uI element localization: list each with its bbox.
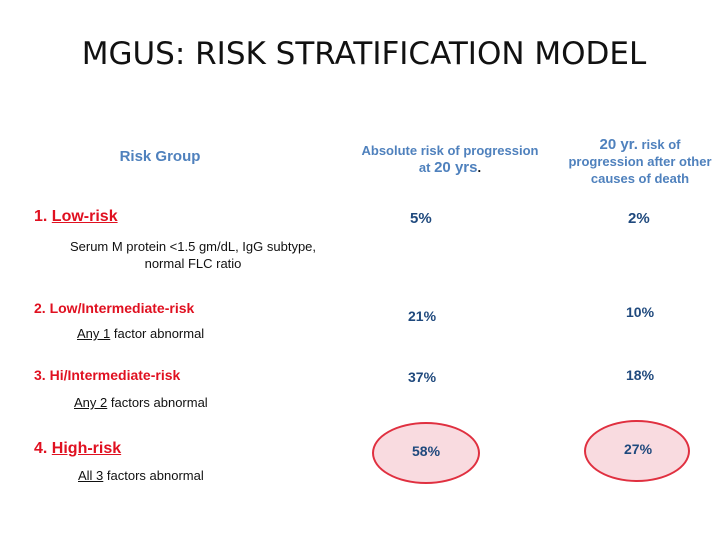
row4-description: All 3 factors abnormal	[78, 467, 204, 484]
row3-description-count: Any 2	[74, 395, 108, 410]
header-20yr-rest: risk of	[641, 137, 681, 152]
row4-absolute-risk-highlight	[372, 422, 480, 484]
row3-label: 3. Hi/Intermediate-risk	[34, 367, 180, 383]
row1-description-line1: Serum M protein <1.5 gm/dL, IgG subtype,	[69, 239, 317, 254]
row1-description: Serum M protein <1.5 gm/dL, IgG subtype,…	[58, 238, 328, 272]
row4-description-text: factors abnormal	[106, 468, 204, 483]
row3-description-text: factors abnormal	[110, 395, 208, 410]
row1-risk-name: Low-risk	[51, 208, 118, 225]
row1-label: 1. Low-risk	[34, 208, 118, 226]
row4-description-count: All 3	[78, 468, 104, 483]
row4-number: 4.	[34, 440, 48, 457]
header-absolute-risk-line1: Absolute risk of progression	[361, 143, 539, 158]
row3-20yr-risk: 18%	[626, 367, 655, 383]
header-absolute-risk-at: at	[418, 160, 431, 175]
row2-description-text: factor abnormal	[113, 326, 205, 341]
row4-label: 4. High-risk	[34, 440, 121, 458]
row4-20yr-risk: 27%	[624, 441, 653, 457]
row4-risk-name: High-risk	[51, 440, 122, 457]
row1-20yr-risk: 2%	[628, 210, 650, 227]
row3-risk-name: Hi/Intermediate-risk	[49, 367, 181, 383]
row2-description-count: Any 1	[77, 326, 111, 341]
header-risk-group: Risk Group	[119, 148, 201, 165]
header-20yr-risk-line3: causes of death	[590, 171, 690, 186]
header-20yr-risk-line1: 20 yr. risk of	[560, 136, 720, 153]
row2-label: 2. Low/Intermediate-risk	[34, 300, 194, 316]
header-20yr-risk: 20 yr. risk of progression after other c…	[560, 136, 720, 187]
header-absolute-risk-line2: at 20 yrs.	[344, 159, 556, 176]
row1-description-line2: normal FLC ratio	[144, 256, 242, 271]
row2-risk-name: Low/Intermediate-risk	[49, 300, 195, 316]
row2-number: 2.	[34, 300, 46, 316]
page-title: MGUS: RISK STRATIFICATION MODEL	[81, 36, 647, 72]
header-20yr-number: 20 yr.	[599, 136, 638, 153]
row1-number: 1.	[34, 208, 48, 225]
row4-20yr-risk-highlight	[584, 420, 690, 482]
row3-number: 3.	[34, 367, 46, 383]
row4-absolute-risk: 58%	[412, 443, 441, 459]
row2-20yr-risk: 10%	[626, 304, 655, 320]
row2-description: Any 1 factor abnormal	[77, 325, 204, 342]
header-absolute-risk-years: 20 yrs	[434, 159, 478, 176]
row2-absolute-risk: 21%	[408, 308, 437, 324]
row1-absolute-risk: 5%	[410, 210, 432, 227]
header-absolute-risk: Absolute risk of progression at 20 yrs.	[344, 142, 556, 176]
row3-description: Any 2 factors abnormal	[74, 394, 208, 411]
header-20yr-risk-line2: progression after other	[568, 154, 712, 169]
header-absolute-risk-period: .	[477, 160, 482, 175]
row3-absolute-risk: 37%	[408, 369, 437, 385]
